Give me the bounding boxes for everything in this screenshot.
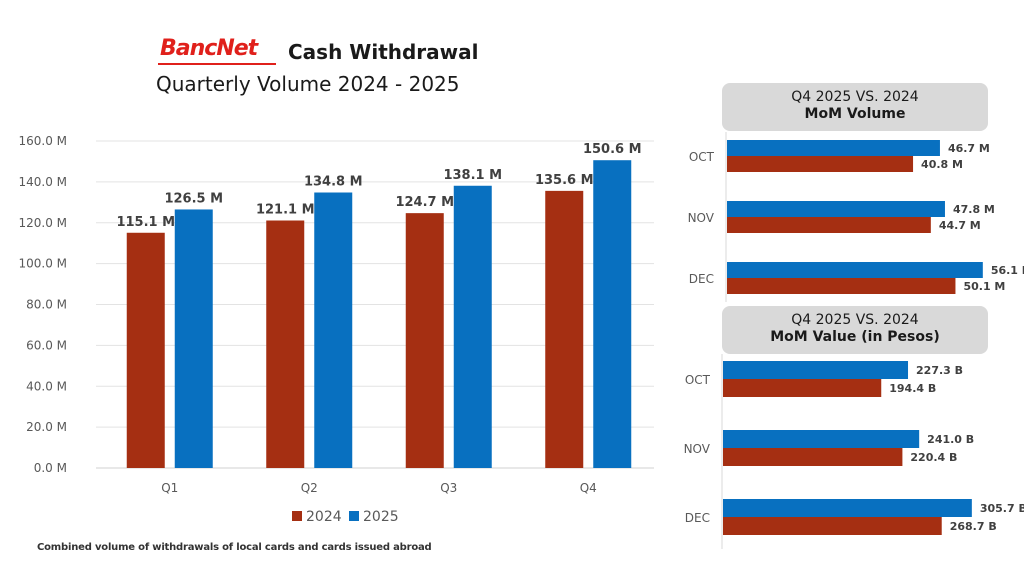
- bar-2025-Q2: [314, 192, 353, 468]
- data-label: 115.1 M: [116, 215, 175, 230]
- data-label: 47.8 M: [953, 203, 995, 216]
- category-label: NOV: [688, 211, 715, 225]
- data-label: 150.6 M: [583, 142, 642, 157]
- bar-2025-NOV: [723, 430, 920, 448]
- volume-panel-header: Q4 2025 VS. 2024 MoM Volume: [722, 83, 988, 131]
- quarterly-volume-chart: 0.0 M 20.0 M 40.0 M 60.0 M 80.0 M 100.0 M 120.…: [18, 134, 654, 525]
- y-tick-label: 60.0 M: [26, 338, 67, 352]
- data-label: 126.5 M: [164, 191, 223, 206]
- x-tick-label: Q2: [301, 481, 318, 495]
- bar-2025-OCT: [727, 140, 940, 156]
- bar-2024-OCT: [727, 156, 914, 172]
- bancnet-logo: BancNet: [160, 36, 258, 61]
- bar-2024-DEC: [727, 278, 956, 294]
- page-title: Cash Withdrawal: [288, 40, 479, 64]
- y-tick-label: 120.0 M: [18, 216, 67, 230]
- category-label: OCT: [685, 373, 711, 387]
- mom-volume-chart: OCT 46.7 M 40.8 M NOV 47.8 M 44.7 M DEC 56.1 M 5…: [688, 132, 1024, 302]
- x-tick-label: Q3: [440, 481, 457, 495]
- bar-2024-Q3: [405, 213, 444, 468]
- page-subtitle: Quarterly Volume 2024 - 2025: [156, 72, 460, 96]
- volume-panel-subtitle: MoM Volume: [804, 106, 906, 122]
- x-tick-label: Q1: [161, 481, 178, 495]
- data-label: 227.3 B: [916, 364, 963, 377]
- bar-2025-Q1: [174, 209, 213, 468]
- data-label: 268.7 B: [950, 520, 997, 533]
- data-label: 134.8 M: [304, 175, 363, 190]
- y-tick-label: 40.0 M: [26, 379, 67, 393]
- bar-2024-Q4: [545, 190, 584, 468]
- data-label: 56.1 M: [991, 264, 1024, 277]
- data-label: 138.1 M: [443, 168, 502, 183]
- bar-2024-Q1: [126, 232, 165, 468]
- bar-2025-Q3: [453, 185, 492, 468]
- y-tick-label: 140.0 M: [18, 175, 67, 189]
- category-label: DEC: [689, 272, 714, 286]
- y-tick-label: 80.0 M: [26, 298, 67, 312]
- data-label: 44.7 M: [939, 219, 981, 232]
- legend-label: 2024: [306, 509, 342, 525]
- volume-panel-title: Q4 2025 VS. 2024: [791, 89, 919, 105]
- category-label: NOV: [684, 442, 711, 456]
- value-panel-header: Q4 2025 VS. 2024 MoM Value (in Pesos): [722, 306, 988, 354]
- bar-2024-OCT: [723, 379, 882, 397]
- bar-2025-NOV: [727, 201, 945, 217]
- legend-swatch-2025: [349, 511, 359, 521]
- data-label: 220.4 B: [910, 451, 957, 464]
- value-panel-subtitle: MoM Value (in Pesos): [770, 329, 940, 345]
- data-label: 121.1 M: [256, 203, 315, 218]
- data-label: 50.1 M: [963, 280, 1005, 293]
- category-label: OCT: [689, 150, 715, 164]
- bar-2025-DEC: [723, 499, 972, 517]
- y-tick-label: 100.0 M: [18, 257, 67, 271]
- footnote: Combined volume of withdrawals of local …: [37, 542, 432, 553]
- bar-2024-NOV: [727, 217, 931, 233]
- data-label: 194.4 B: [889, 382, 936, 395]
- data-label: 135.6 M: [535, 173, 594, 188]
- data-label: 40.8 M: [921, 158, 963, 171]
- logo-underline: [158, 63, 276, 65]
- legend-swatch-2024: [292, 511, 302, 521]
- x-tick-label: Q4: [580, 481, 597, 495]
- legend-label: 2025: [363, 509, 399, 525]
- bar-2025-DEC: [727, 262, 983, 278]
- bar-2024-DEC: [723, 517, 942, 535]
- data-label: 305.7 B: [980, 502, 1024, 515]
- data-label: 124.7 M: [395, 195, 454, 210]
- category-label: DEC: [685, 511, 710, 525]
- data-label: 241.0 B: [927, 433, 974, 446]
- mom-value-chart: OCT 227.3 B 194.4 B NOV 241.0 B 220.4 B DEC 305…: [684, 354, 1024, 549]
- data-label: 46.7 M: [948, 142, 990, 155]
- y-tick-label: 20.0 M: [26, 420, 67, 434]
- bar-2024-NOV: [723, 448, 903, 466]
- bar-2025-Q4: [593, 160, 632, 468]
- value-panel-title: Q4 2025 VS. 2024: [791, 312, 919, 328]
- y-tick-label: 160.0 M: [18, 134, 67, 148]
- bar-2024-Q2: [266, 220, 305, 468]
- bar-2025-OCT: [723, 361, 909, 379]
- y-tick-label: 0.0 M: [34, 461, 67, 475]
